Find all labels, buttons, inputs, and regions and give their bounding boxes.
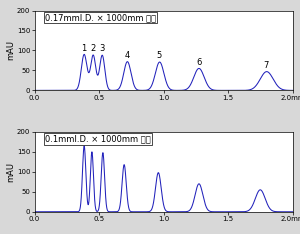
Text: 0.17mmI.D. × 1000mm 配管: 0.17mmI.D. × 1000mm 配管: [45, 13, 156, 22]
Y-axis label: mAU: mAU: [6, 162, 15, 182]
Text: 3: 3: [99, 44, 104, 53]
Y-axis label: mAU: mAU: [6, 40, 15, 60]
Text: 2: 2: [90, 44, 95, 53]
Text: 0.1mmI.D. × 1000mm 配管: 0.1mmI.D. × 1000mm 配管: [45, 134, 151, 143]
Text: 5: 5: [157, 51, 162, 60]
Text: 1: 1: [81, 44, 86, 53]
Text: 4: 4: [124, 51, 130, 60]
Text: 7: 7: [264, 61, 269, 70]
Text: 6: 6: [196, 58, 201, 67]
